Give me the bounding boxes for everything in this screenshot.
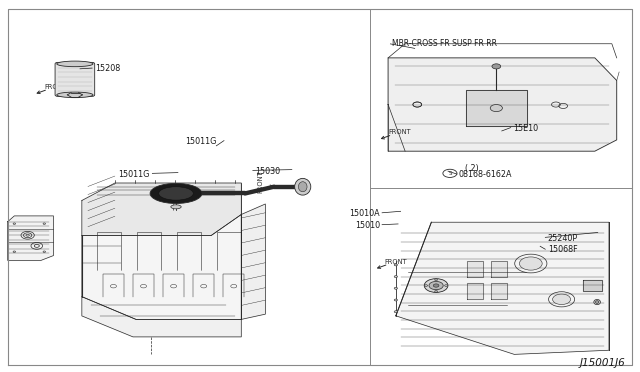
Polygon shape <box>467 283 483 299</box>
FancyBboxPatch shape <box>55 62 95 96</box>
Text: 25240P: 25240P <box>548 234 578 243</box>
Text: 15011G: 15011G <box>118 170 150 179</box>
Circle shape <box>435 291 438 292</box>
Circle shape <box>433 284 439 287</box>
Text: 15010: 15010 <box>355 221 380 230</box>
Circle shape <box>26 234 29 236</box>
Polygon shape <box>241 204 266 320</box>
Polygon shape <box>388 58 617 151</box>
Text: 08168-6162A: 08168-6162A <box>458 170 512 179</box>
Text: FRONT: FRONT <box>44 84 67 90</box>
Text: 15068F: 15068F <box>548 246 577 254</box>
Polygon shape <box>82 215 241 320</box>
Text: FRONT: FRONT <box>385 259 407 264</box>
Text: S: S <box>448 171 452 176</box>
Text: 15011G: 15011G <box>186 137 217 146</box>
Circle shape <box>13 223 15 224</box>
Text: 15010A: 15010A <box>349 209 380 218</box>
Ellipse shape <box>150 183 202 203</box>
Circle shape <box>394 276 397 278</box>
Circle shape <box>445 285 447 286</box>
Text: FRONT: FRONT <box>257 170 263 193</box>
Circle shape <box>552 294 571 305</box>
Polygon shape <box>466 90 527 126</box>
Ellipse shape <box>294 178 311 195</box>
Text: 15E10: 15E10 <box>513 124 538 133</box>
Circle shape <box>424 279 448 292</box>
Circle shape <box>43 223 45 224</box>
Circle shape <box>394 287 397 289</box>
Polygon shape <box>583 280 602 291</box>
Polygon shape <box>8 216 54 260</box>
Circle shape <box>435 279 438 280</box>
Ellipse shape <box>595 301 599 304</box>
Text: MBR-CROSS FR SUSP FR RR: MBR-CROSS FR SUSP FR RR <box>392 39 497 48</box>
Circle shape <box>394 264 397 266</box>
Ellipse shape <box>171 205 181 209</box>
Ellipse shape <box>57 92 93 97</box>
Circle shape <box>13 251 15 253</box>
Text: ( 2): ( 2) <box>465 164 478 173</box>
Circle shape <box>43 251 45 253</box>
Polygon shape <box>490 261 507 277</box>
Circle shape <box>429 281 443 290</box>
Circle shape <box>394 311 397 312</box>
Circle shape <box>394 299 397 301</box>
Polygon shape <box>396 222 609 355</box>
Ellipse shape <box>298 182 307 192</box>
Ellipse shape <box>159 187 193 200</box>
Ellipse shape <box>57 61 93 67</box>
Polygon shape <box>82 297 241 337</box>
Text: FRONT: FRONT <box>388 129 411 135</box>
Circle shape <box>425 285 428 286</box>
Polygon shape <box>82 183 241 235</box>
Text: 15030: 15030 <box>255 167 280 176</box>
Circle shape <box>490 105 502 112</box>
Polygon shape <box>490 283 507 299</box>
Polygon shape <box>467 261 483 277</box>
Circle shape <box>520 257 542 270</box>
Text: J15001J6: J15001J6 <box>580 358 626 368</box>
Ellipse shape <box>594 299 600 305</box>
Circle shape <box>492 64 500 69</box>
Text: 15208: 15208 <box>95 64 120 73</box>
